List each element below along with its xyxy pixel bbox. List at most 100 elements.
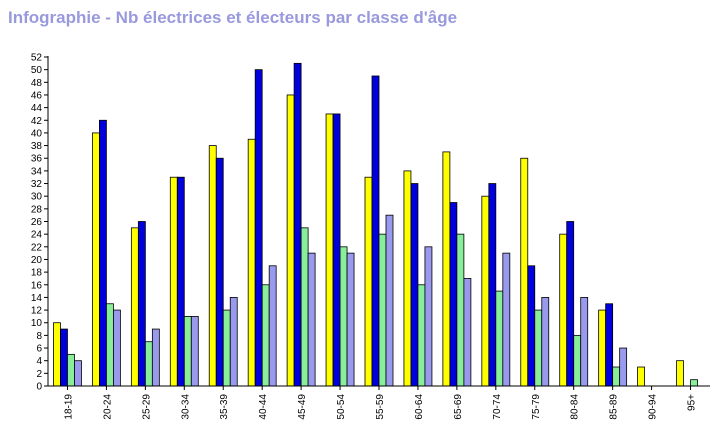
bar — [144, 341, 153, 387]
bar — [254, 69, 263, 387]
x-tick-label: 20-24 — [102, 394, 113, 420]
bar — [456, 233, 465, 387]
bar — [183, 316, 192, 387]
bar — [378, 233, 387, 387]
bar — [190, 316, 199, 387]
y-tick-label: 4 — [36, 356, 42, 367]
y-tick-label: 48 — [31, 78, 43, 89]
bar — [151, 328, 160, 387]
x-tick-label: 45-49 — [297, 394, 308, 420]
x-tick-label: 70-74 — [492, 394, 503, 420]
bar — [410, 183, 419, 387]
bar — [332, 113, 341, 387]
bar — [566, 221, 575, 387]
bar — [222, 309, 231, 387]
bar — [580, 297, 589, 387]
y-tick-label: 12 — [31, 306, 43, 317]
bar — [130, 227, 139, 387]
y-tick-label: 44 — [31, 103, 43, 114]
y-tick-label: 20 — [31, 255, 43, 266]
x-tick-label: 50-54 — [336, 394, 347, 420]
y-tick-label: 22 — [31, 242, 43, 253]
y-tick-label: 6 — [36, 344, 42, 355]
bar — [417, 284, 426, 387]
bar — [619, 347, 628, 387]
x-tick-label: 75-79 — [531, 394, 542, 420]
bar — [502, 252, 511, 387]
y-tick-label: 52 — [31, 53, 43, 64]
x-tick-label: 65-69 — [453, 394, 464, 420]
bar — [169, 176, 178, 387]
x-tick-label: 60-64 — [414, 394, 425, 420]
bar — [53, 322, 61, 387]
bar — [488, 183, 497, 387]
y-tick-label: 42 — [31, 116, 43, 127]
bar — [300, 227, 309, 387]
bar — [99, 119, 107, 387]
bar — [247, 138, 256, 387]
y-tick-label: 26 — [31, 217, 43, 228]
bar — [293, 62, 302, 387]
x-tick-label: 95+ — [687, 394, 698, 411]
x-tick-label: 25-29 — [141, 394, 152, 420]
bar — [442, 151, 451, 387]
y-tick-label: 32 — [31, 179, 43, 190]
y-tick-label: 8 — [36, 331, 42, 342]
x-tick-label: 18-19 — [63, 394, 74, 420]
y-tick-label: 46 — [31, 90, 43, 101]
bar — [520, 157, 529, 387]
y-tick-label: 28 — [31, 204, 43, 215]
bar — [261, 284, 270, 387]
y-tick-label: 10 — [31, 318, 43, 329]
bar — [605, 303, 614, 387]
bar — [325, 113, 334, 387]
y-tick-label: 50 — [31, 65, 43, 76]
y-tick-label: 0 — [36, 382, 42, 393]
bar — [424, 246, 433, 387]
bar — [229, 297, 238, 387]
bar — [534, 309, 543, 387]
bar — [676, 360, 684, 387]
bar — [598, 309, 607, 387]
bar — [67, 353, 75, 387]
x-tick-label: 30-34 — [180, 394, 191, 420]
y-tick-label: 30 — [31, 192, 43, 203]
bar — [215, 157, 224, 387]
x-tick-label: 40-44 — [258, 394, 269, 420]
bar — [690, 379, 698, 387]
bar — [307, 252, 316, 387]
bar — [346, 252, 355, 387]
bar — [60, 328, 68, 387]
bar — [92, 132, 100, 387]
x-tick-label: 85-89 — [609, 394, 620, 420]
bar — [137, 221, 146, 387]
y-tick-label: 16 — [31, 280, 43, 291]
bar — [113, 309, 121, 387]
bar — [612, 366, 621, 387]
bar — [286, 94, 295, 387]
y-tick-label: 18 — [31, 268, 43, 279]
bar — [385, 214, 394, 387]
x-tick-label: 80-84 — [570, 394, 581, 420]
bar — [559, 233, 568, 387]
bar — [106, 303, 114, 387]
y-tick-label: 24 — [31, 230, 43, 241]
bar — [637, 366, 645, 387]
bar — [74, 360, 82, 387]
x-tick-label: 90-94 — [648, 394, 659, 420]
x-tick-label: 55-59 — [375, 394, 386, 420]
bar — [176, 176, 185, 387]
y-tick-label: 14 — [31, 293, 43, 304]
y-tick-label: 2 — [36, 369, 42, 380]
y-tick-label: 36 — [31, 154, 43, 165]
bar — [371, 75, 380, 387]
bar — [208, 145, 217, 387]
x-tick-label: 35-39 — [219, 394, 230, 420]
bar — [268, 265, 277, 387]
bar — [364, 176, 373, 387]
bar — [339, 246, 348, 387]
bar — [463, 278, 472, 387]
bar — [449, 202, 458, 387]
bar — [495, 290, 504, 387]
